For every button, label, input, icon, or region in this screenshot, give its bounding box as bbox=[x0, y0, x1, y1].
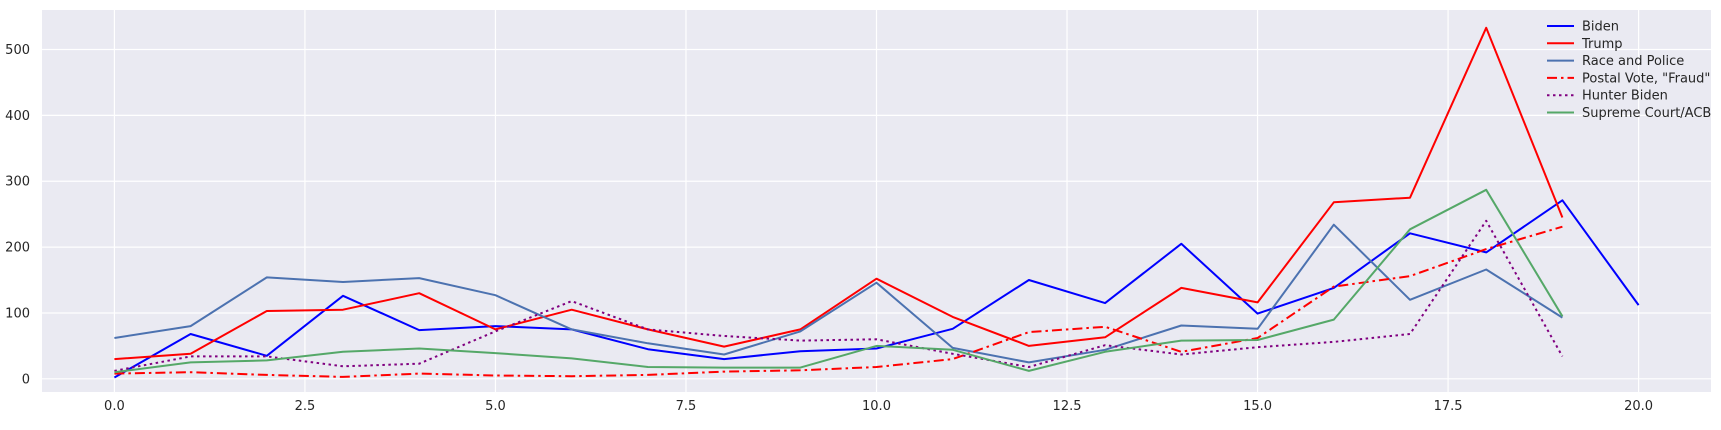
x-tick-label: 17.5 bbox=[1434, 399, 1463, 414]
x-tick-label: 7.5 bbox=[676, 399, 697, 414]
y-axis-ticks: 0 100 200 300 400 500 bbox=[5, 43, 30, 387]
legend-label: Postal Vote, "Fraud" bbox=[1582, 71, 1710, 86]
y-tick-label: 500 bbox=[5, 43, 30, 58]
y-tick-label: 100 bbox=[5, 306, 30, 321]
y-tick-label: 0 bbox=[22, 372, 30, 387]
legend-label: Supreme Court/ACB bbox=[1582, 106, 1711, 121]
x-tick-label: 5.0 bbox=[485, 399, 506, 414]
series-line bbox=[113, 199, 1640, 379]
series-lines bbox=[113, 26, 1640, 379]
legend-label: Hunter Biden bbox=[1582, 89, 1668, 104]
y-tick-label: 300 bbox=[5, 175, 30, 190]
legend-label: Trump bbox=[1581, 37, 1623, 52]
legend: Biden Trump Race and Police Postal Vote, "F… bbox=[1547, 20, 1711, 121]
x-tick-label: 10.0 bbox=[862, 399, 891, 414]
x-axis-ticks: 0.0 2.5 5.0 7.5 10.0 12.5 15.0 17.5 20.0 bbox=[104, 399, 1653, 414]
y-tick-label: 200 bbox=[5, 241, 30, 256]
x-tick-label: 15.0 bbox=[1243, 399, 1272, 414]
series-line bbox=[114, 223, 1563, 364]
legend-label: Biden bbox=[1582, 20, 1619, 35]
x-tick-label: 12.5 bbox=[1053, 399, 1082, 414]
x-tick-label: 20.0 bbox=[1624, 399, 1653, 414]
series-line bbox=[114, 225, 1563, 378]
series-line bbox=[114, 26, 1564, 361]
x-tick-label: 2.5 bbox=[295, 399, 316, 414]
legend-label: Race and Police bbox=[1582, 54, 1684, 69]
grid bbox=[42, 10, 1711, 392]
series-line bbox=[114, 188, 1564, 374]
y-tick-label: 400 bbox=[5, 109, 30, 124]
x-tick-label: 0.0 bbox=[104, 399, 125, 414]
